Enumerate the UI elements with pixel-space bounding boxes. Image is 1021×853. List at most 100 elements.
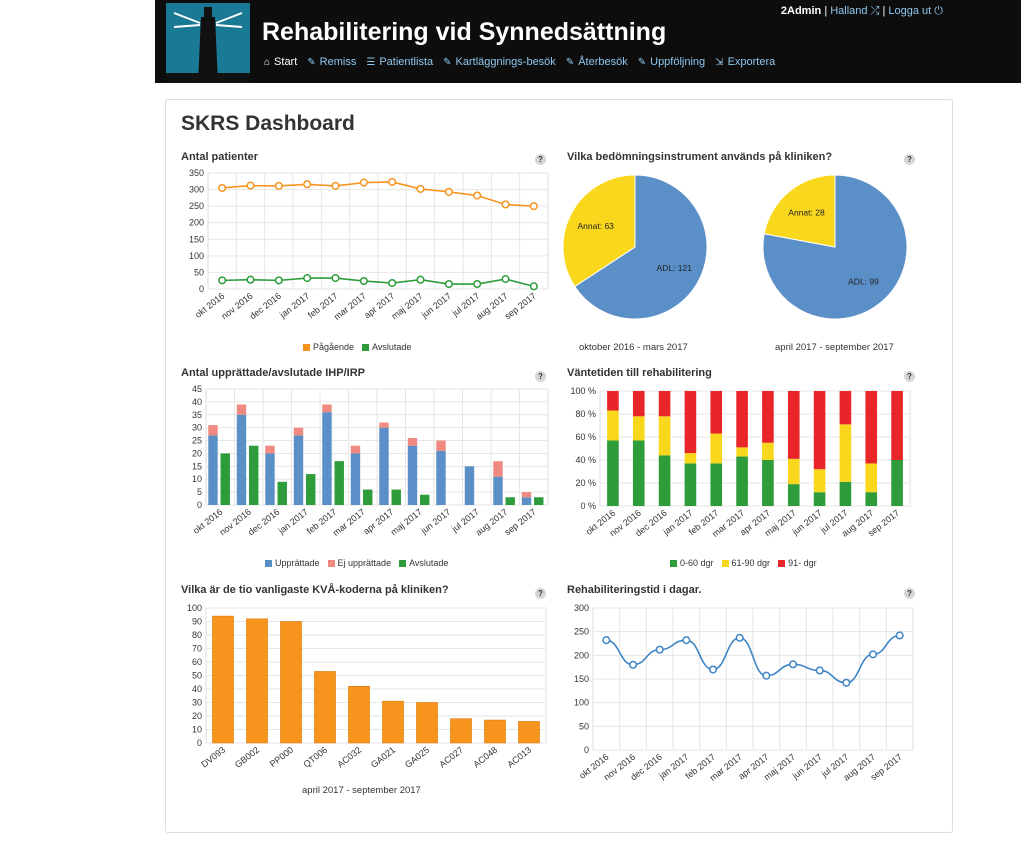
bar-avslutade xyxy=(277,481,287,505)
kva-caption: april 2017 - september 2017 xyxy=(302,785,421,796)
legend-swatch xyxy=(670,559,677,567)
legend-item[interactable]: Ej upprättade xyxy=(327,558,392,568)
stacked-bar-segment xyxy=(865,492,878,506)
y-tick-label: 25 xyxy=(192,436,202,446)
y-tick-label: 150 xyxy=(189,234,204,244)
legend-label: Avslutade xyxy=(372,342,412,352)
y-tick-label: 30 xyxy=(192,423,202,433)
data-point xyxy=(501,275,510,284)
bar-avslutade xyxy=(334,461,344,505)
lighthouse-logo[interactable] xyxy=(166,3,250,83)
y-tick-label: 45 xyxy=(192,384,202,394)
stacked-bar-segment xyxy=(762,391,774,443)
legend-item[interactable]: 0-60 dgr xyxy=(670,558,714,568)
x-tick-label: dec 2016 xyxy=(246,507,281,538)
legend-item[interactable]: Pågående xyxy=(303,342,354,352)
legend-item[interactable]: Avslutade xyxy=(362,342,411,352)
x-tick-label: aug 2017 xyxy=(474,507,510,538)
legend-swatch xyxy=(265,559,272,567)
kva-bar xyxy=(280,621,302,744)
logout-link[interactable]: Logga ut ⏻ xyxy=(888,5,943,17)
data-point xyxy=(529,202,538,211)
x-tick-label: mar 2017 xyxy=(332,291,368,322)
pie-slice-label: Annat: 28 xyxy=(788,208,825,218)
bar-ej-upprattade xyxy=(379,422,389,428)
x-tick-label: maj 2017 xyxy=(389,507,424,538)
y-tick-label: 150 xyxy=(574,674,589,684)
home-icon: ⌂ xyxy=(264,56,271,68)
y-tick-label: 40 % xyxy=(575,455,596,465)
help-icon[interactable]: ? xyxy=(535,588,546,599)
bar-upprattade xyxy=(436,450,446,505)
data-point xyxy=(274,181,283,190)
legend-item[interactable]: Upprättade xyxy=(265,558,320,568)
nav-start[interactable]: ⌂ Start xyxy=(264,56,297,68)
nav-uppfoljning[interactable]: ✎ Uppföljning xyxy=(638,56,705,68)
legend-label: Ej upprättade xyxy=(337,558,392,568)
bar-avslutade xyxy=(363,489,373,505)
chart-title-ihp: Antal upprättade/avslutade IHP/IRP xyxy=(181,367,365,379)
legend-item[interactable]: 61-90 dgr xyxy=(721,558,770,568)
stacked-bar-segment xyxy=(658,391,671,417)
pie-slice-label: ADL: 121 xyxy=(657,263,693,273)
legend-swatch xyxy=(303,343,310,351)
y-tick-label: 35 xyxy=(192,410,202,420)
nav-patientlista[interactable]: ☰ Patientlista xyxy=(366,56,433,68)
bar-upprattade xyxy=(407,445,418,505)
data-point xyxy=(735,633,744,642)
data-point xyxy=(388,278,397,288)
kva-bar-chart: 0 10 20 30 40 50 60 70 80 90 100 DV093 GB002 PP000 QT0… xyxy=(187,603,547,770)
legend-label: 91- dgr xyxy=(788,558,817,568)
stacked-bar-segment xyxy=(684,463,697,506)
legend-label: Upprättade xyxy=(275,558,320,568)
bar-upprattade xyxy=(464,466,475,505)
x-tick-label: maj 2017 xyxy=(389,291,424,322)
data-point xyxy=(708,665,718,674)
pie-slice xyxy=(763,174,836,248)
bar-avslutade xyxy=(220,453,230,505)
help-icon[interactable]: ? xyxy=(904,154,915,165)
help-icon[interactable]: ? xyxy=(904,588,915,599)
nav-exportera[interactable]: ⇲ Exportera xyxy=(715,56,775,68)
y-tick-label: 40 xyxy=(192,397,202,407)
bar-avslutade xyxy=(420,494,430,505)
y-tick-label: 20 % xyxy=(575,478,596,488)
waiting-legend: 0-60 dgr 61-90 dgr 91- dgr xyxy=(670,558,817,568)
data-point xyxy=(303,180,312,189)
y-tick-label: 50 xyxy=(192,671,202,681)
legend-item[interactable]: Avslutade xyxy=(399,558,448,568)
x-tick-label: AC048 xyxy=(471,745,499,770)
separator: | xyxy=(882,5,886,17)
nav-label: Exportera xyxy=(727,56,776,68)
y-tick-label: 100 xyxy=(187,603,202,613)
legend-item[interactable]: 91- dgr xyxy=(778,558,817,568)
help-icon[interactable]: ? xyxy=(535,154,546,165)
nav-kartlaggning[interactable]: ✎ Kartläggnings-besök xyxy=(443,56,556,68)
y-tick-label: 0 % xyxy=(580,501,596,511)
x-tick-label: dec 2016 xyxy=(248,291,283,322)
nav-aterbesok[interactable]: ✎ Återbesök xyxy=(566,56,628,68)
nav-label: Remiss xyxy=(319,56,357,68)
help-icon[interactable]: ? xyxy=(904,371,915,382)
data-point xyxy=(274,276,283,285)
stacked-bar-segment xyxy=(632,416,645,441)
bar-upprattade xyxy=(293,435,304,505)
chart-title-kva: Vilka är de tio vanligaste KVÅ-koderna p… xyxy=(181,584,449,596)
main-nav: ⌂ Start ✎ Remiss ☰ Patientlista ✎ Kartläggni… xyxy=(264,56,775,68)
data-point xyxy=(815,666,824,675)
x-tick-label: mar 2017 xyxy=(331,507,367,538)
y-tick-label: 0 xyxy=(197,738,202,748)
kva-bar xyxy=(416,702,438,744)
stacked-bar-segment xyxy=(813,492,826,506)
chart-title-waiting: Väntetiden till rehabilitering xyxy=(567,367,712,379)
help-icon[interactable]: ? xyxy=(535,371,546,382)
bar-upprattade xyxy=(208,435,218,505)
stacked-bar-segment xyxy=(658,416,671,456)
data-point xyxy=(388,177,397,186)
nav-remiss[interactable]: ✎ Remiss xyxy=(307,56,356,68)
x-tick-label: GA025 xyxy=(403,745,431,770)
stacked-bar-segment xyxy=(865,391,878,464)
export-icon: ⇲ xyxy=(715,56,724,68)
region-switch-link[interactable]: Halland ⤮ xyxy=(830,5,879,17)
